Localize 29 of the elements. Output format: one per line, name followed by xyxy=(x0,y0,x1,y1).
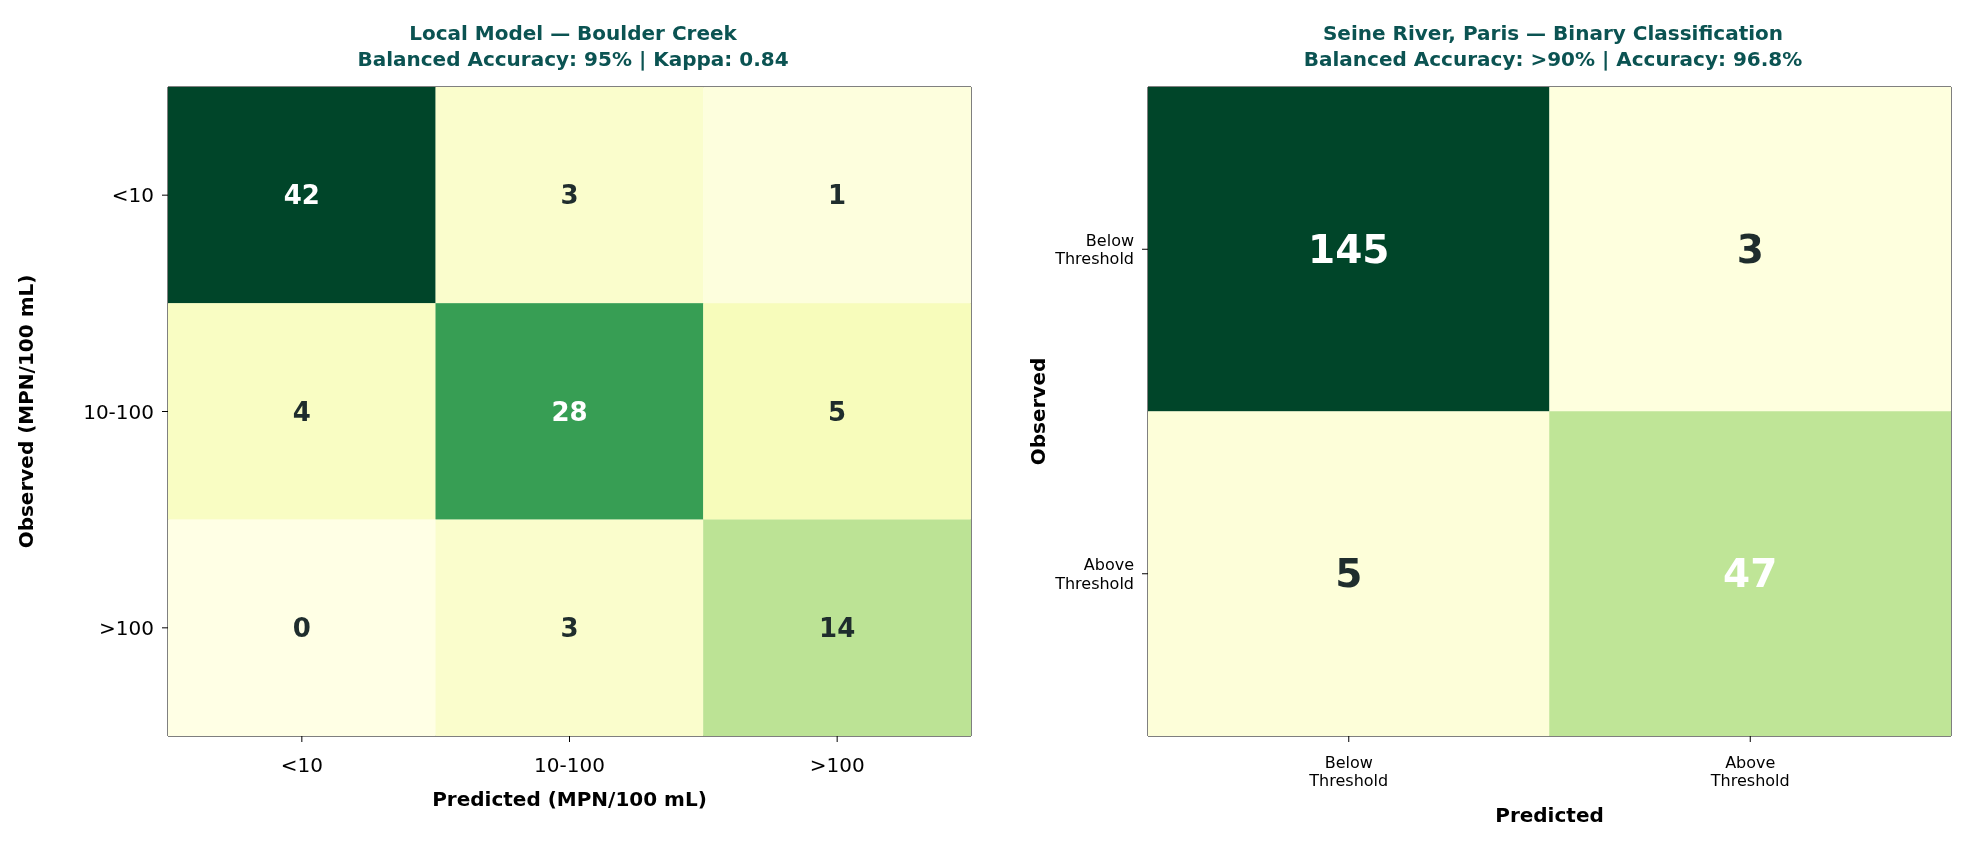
x-tick-label: <10 xyxy=(280,753,323,777)
data-label: 47 xyxy=(1723,551,1778,597)
y-tick-label: >100 xyxy=(99,615,154,640)
y-axis-title: Observed (MPN/100 mL) xyxy=(14,274,39,549)
data-label: 5 xyxy=(828,396,847,427)
data-label: 145 xyxy=(1308,226,1390,272)
x-axis-title: Predicted xyxy=(1495,803,1604,827)
data-label: 3 xyxy=(560,180,579,211)
x-tick-label: >100 xyxy=(809,753,865,777)
data-label: 14 xyxy=(819,612,856,643)
data-label: 42 xyxy=(283,180,320,211)
data-label: 3 xyxy=(560,612,579,643)
data-label: 4 xyxy=(292,396,311,427)
y-tick-label: 10-100 xyxy=(83,399,154,424)
data-label: 1 xyxy=(828,180,847,211)
data-label: 3 xyxy=(1736,226,1764,272)
x-tick-label: Below Threshold xyxy=(1308,753,1389,791)
data-label: 28 xyxy=(551,396,588,427)
data-label: 5 xyxy=(1335,551,1363,597)
y-tick-label: <10 xyxy=(111,183,154,208)
x-tick-label: Above Threshold xyxy=(1709,753,1790,791)
chart-subtitle: Balanced Accuracy: 95% | Kappa: 0.84 xyxy=(356,46,790,72)
data-label: 0 xyxy=(292,612,311,643)
chart-title: Seine River, Paris — Binary Classification xyxy=(1321,20,1785,46)
x-tick-label: 10-100 xyxy=(534,753,605,777)
x-axis-title: Predicted (MPN/100 mL) xyxy=(432,787,707,811)
y-axis-title: Observed xyxy=(1026,357,1051,466)
chart-subtitle: Balanced Accuracy: >90% | Accuracy: 96.8% xyxy=(1302,46,1804,72)
chart-title: Local Model — Boulder Creek xyxy=(408,20,738,46)
